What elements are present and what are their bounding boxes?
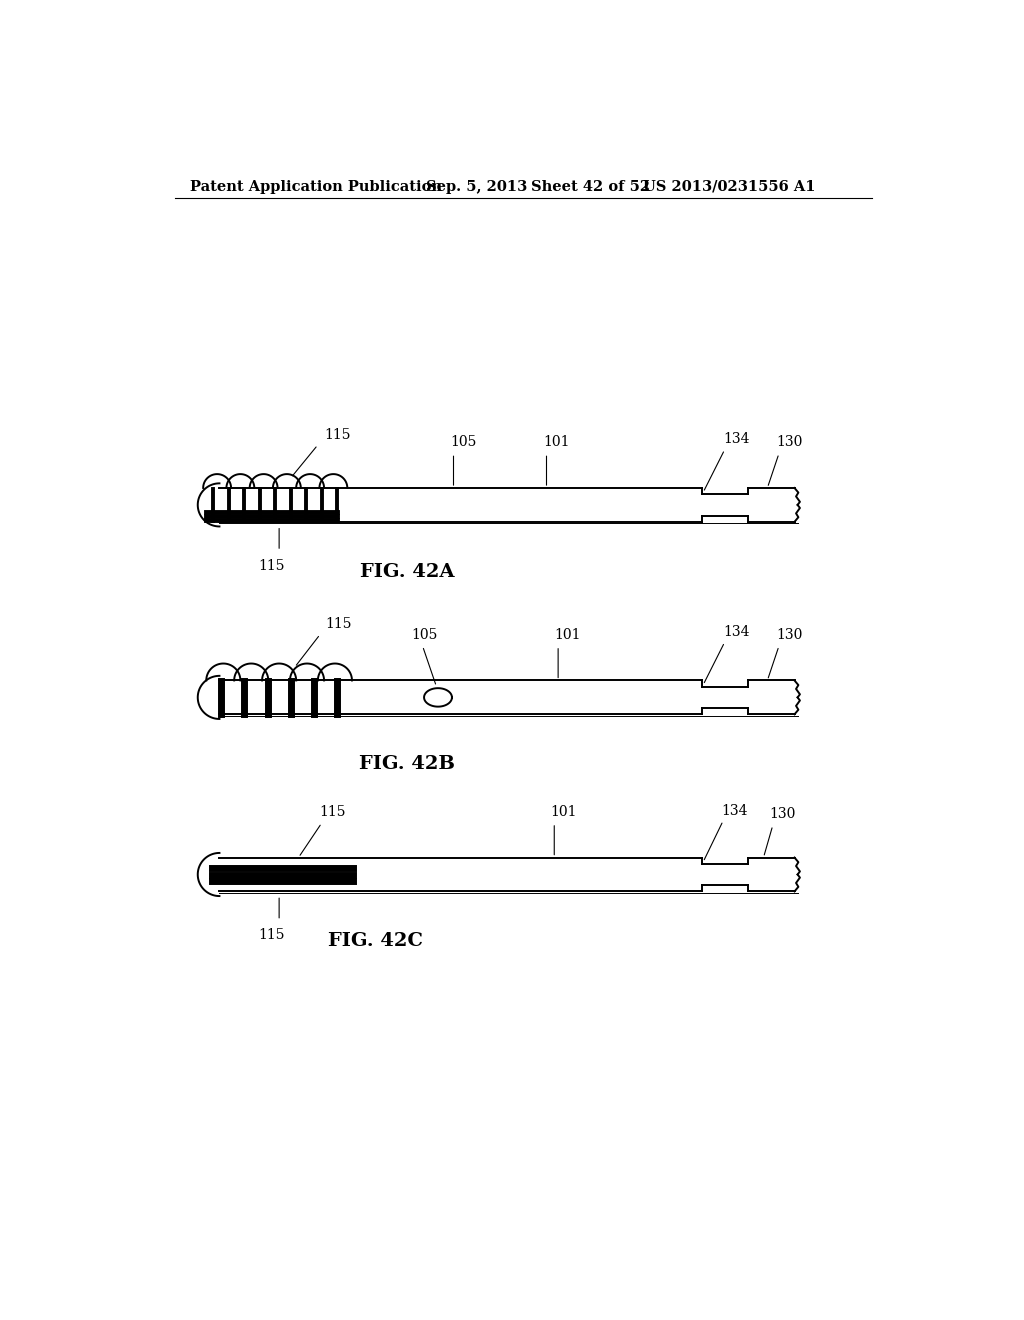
Text: 105: 105: [451, 436, 477, 449]
Text: 105: 105: [412, 628, 438, 642]
Text: 134: 134: [722, 804, 749, 817]
Text: 130: 130: [770, 808, 796, 821]
Text: 115: 115: [319, 805, 346, 818]
Text: Patent Application Publication: Patent Application Publication: [190, 180, 442, 194]
Text: 130: 130: [776, 628, 802, 642]
Text: 115: 115: [324, 428, 350, 442]
Text: FIG. 42C: FIG. 42C: [329, 932, 424, 950]
Text: Sep. 5, 2013: Sep. 5, 2013: [426, 180, 527, 194]
Text: 115: 115: [258, 558, 285, 573]
Text: Sheet 42 of 52: Sheet 42 of 52: [531, 180, 650, 194]
Text: 101: 101: [544, 436, 570, 449]
Text: FIG. 42A: FIG. 42A: [359, 562, 455, 581]
Text: 101: 101: [554, 628, 581, 642]
Text: US 2013/0231556 A1: US 2013/0231556 A1: [643, 180, 816, 194]
Text: FIG. 42B: FIG. 42B: [359, 755, 455, 774]
Text: 115: 115: [326, 618, 352, 631]
Text: 101: 101: [550, 805, 577, 818]
Text: 134: 134: [723, 624, 750, 639]
Text: 130: 130: [776, 436, 802, 449]
Text: 115: 115: [258, 928, 285, 942]
Text: 134: 134: [723, 433, 750, 446]
